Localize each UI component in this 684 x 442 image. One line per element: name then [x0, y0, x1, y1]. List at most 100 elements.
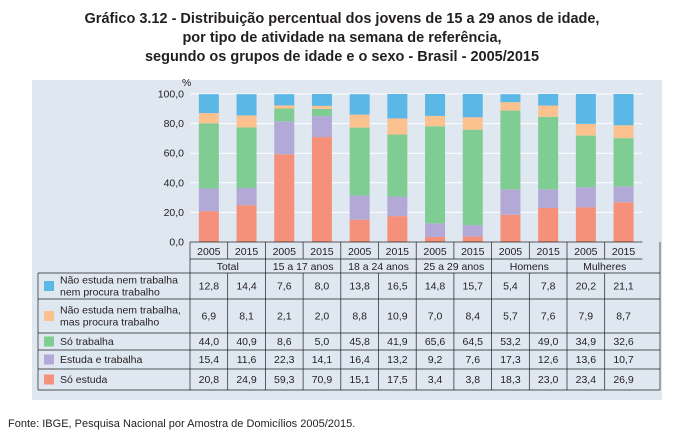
- bar-segment-1: [198, 211, 219, 242]
- bar-segment-3: [538, 116, 559, 190]
- x-tick-label-year: 2005: [423, 246, 447, 258]
- data-label: 3,8: [465, 374, 480, 386]
- bar-segment-4: [198, 113, 219, 124]
- bar-segment-1: [274, 154, 295, 242]
- data-label: 9,2: [428, 354, 443, 366]
- bar-segment-5: [613, 94, 634, 126]
- bar-segment-3: [500, 110, 521, 190]
- bar-segment-1: [349, 219, 370, 242]
- data-label: 14,4: [236, 281, 257, 293]
- legend-swatch: [44, 354, 54, 365]
- data-label: 15,1: [349, 374, 370, 386]
- legend-label: Só trabalha: [60, 336, 114, 348]
- bar-segment-1: [575, 207, 596, 242]
- bar-segment-2: [349, 195, 370, 220]
- data-label: 22,3: [274, 354, 295, 366]
- bar-segment-3: [236, 127, 257, 188]
- bar-segment-5: [425, 94, 446, 116]
- data-label: 17,5: [387, 374, 408, 386]
- bar-segment-4: [387, 118, 408, 135]
- bar-segment-3: [613, 138, 634, 187]
- data-label: 8,8: [352, 311, 367, 323]
- data-label: 17,3: [500, 354, 521, 366]
- data-label: 5,0: [315, 336, 330, 348]
- data-label: 70,9: [312, 374, 333, 386]
- chart-title-line-1: Gráfico 3.12 - Distribuição percentual d…: [84, 11, 600, 27]
- data-label: 7,9: [579, 311, 594, 323]
- legend-label: Só estuda: [60, 374, 107, 386]
- data-label: 11,6: [237, 354, 257, 366]
- bar-segment-5: [349, 94, 370, 115]
- data-label: 8,7: [616, 311, 631, 323]
- bar-segment-2: [575, 187, 596, 208]
- bar-segment-2: [236, 187, 257, 206]
- data-label: 59,3: [274, 374, 295, 386]
- x-group-label: 18 a 24 anos: [348, 261, 409, 273]
- x-tick-label-year: 2005: [273, 246, 297, 258]
- data-label: 2,0: [315, 311, 330, 323]
- data-label: 10,7: [613, 354, 634, 366]
- data-label: 13,8: [349, 281, 370, 293]
- data-label: 24,9: [236, 374, 257, 386]
- data-label: 7,0: [428, 311, 443, 323]
- data-label: 26,9: [613, 374, 634, 386]
- x-tick-label-year: 2005: [499, 246, 523, 258]
- bar-segment-1: [236, 205, 257, 242]
- bar-segment-1: [613, 202, 634, 242]
- data-label: 10,9: [387, 311, 408, 323]
- data-label: 7,8: [541, 281, 556, 293]
- y-tick-label: 100,0: [158, 89, 184, 101]
- data-label: 12,6: [538, 354, 559, 366]
- bar-segment-3: [462, 129, 483, 226]
- bar-segment-5: [538, 94, 559, 106]
- legend-label: nem procura trabalho: [60, 287, 160, 299]
- bar-segment-1: [311, 137, 332, 242]
- bar-segment-2: [387, 196, 408, 217]
- bar-segment-3: [274, 108, 295, 122]
- bar-segment-4: [500, 102, 521, 111]
- data-label: 53,2: [500, 336, 521, 348]
- x-tick-label-year: 2015: [310, 246, 334, 258]
- legend-label: mas procura trabalho: [60, 317, 159, 329]
- bar-segment-1: [387, 216, 408, 242]
- x-tick-label-year: 2015: [235, 246, 259, 258]
- bar-segment-5: [575, 94, 596, 124]
- chart-title-line-3: segundo os grupos de idade e o sexo - Br…: [144, 49, 540, 65]
- bar-segment-3: [387, 134, 408, 197]
- data-label: 14,1: [312, 354, 333, 366]
- data-label: 13,6: [576, 354, 597, 366]
- legend-swatch: [44, 336, 54, 347]
- bar-segment-3: [198, 123, 219, 189]
- x-tick-label-year: 2015: [386, 246, 410, 258]
- bar-segment-4: [311, 105, 332, 109]
- legend-swatch: [44, 311, 54, 321]
- bar-segment-5: [236, 94, 257, 116]
- legend-swatch: [44, 281, 54, 291]
- x-group-label: 15 a 17 anos: [273, 261, 334, 273]
- data-label: 34,9: [576, 336, 597, 348]
- x-group-label: Total: [217, 261, 239, 273]
- bar-segment-4: [349, 114, 370, 128]
- legend-label: Estuda e trabalha: [60, 354, 142, 366]
- x-tick-label-year: 2015: [536, 246, 560, 258]
- bar-segment-2: [538, 189, 559, 208]
- bar-segment-3: [425, 126, 446, 224]
- data-label: 7,6: [465, 354, 480, 366]
- bar-segment-5: [274, 94, 295, 106]
- bar-segment-1: [425, 236, 446, 242]
- legend-swatch: [44, 374, 54, 385]
- data-label: 41,9: [387, 336, 408, 348]
- data-label: 15,4: [199, 354, 220, 366]
- x-group-label: 25 a 29 anos: [424, 261, 485, 273]
- legend-label: Não estuda nem trabalha,: [60, 305, 181, 317]
- bar-segment-2: [311, 116, 332, 138]
- bar-segment-4: [613, 125, 634, 139]
- data-label: 16,5: [387, 281, 408, 293]
- data-label: 7,6: [541, 311, 556, 323]
- data-label: 20,8: [199, 374, 220, 386]
- bar-segment-5: [198, 94, 219, 114]
- bar-segment-3: [575, 135, 596, 188]
- bar-segment-3: [349, 127, 370, 196]
- data-label: 23,4: [576, 374, 597, 386]
